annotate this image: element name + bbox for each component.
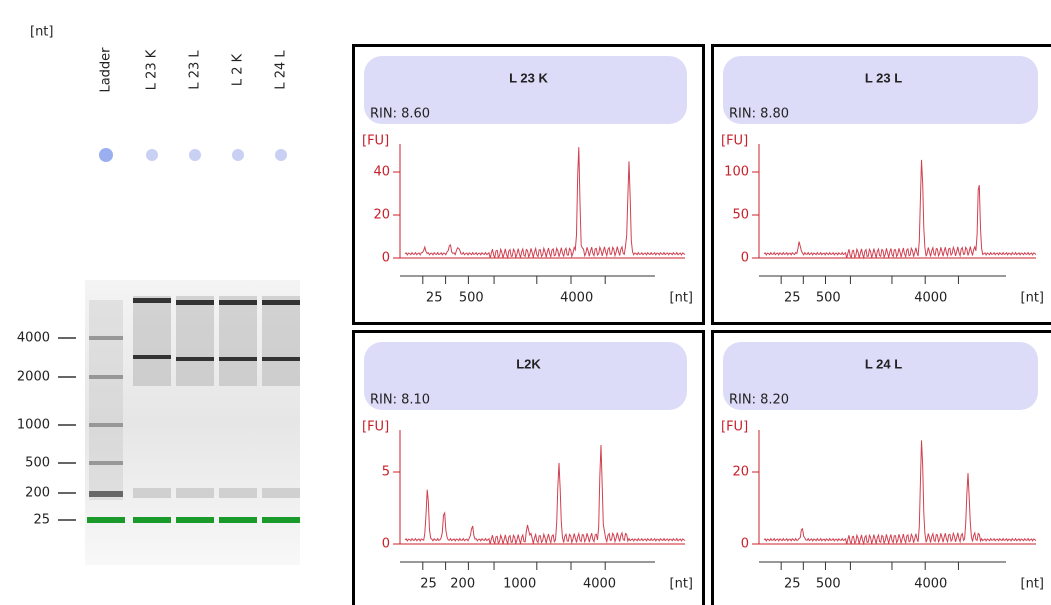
band-28s (176, 300, 214, 305)
lane-band (176, 517, 214, 523)
lane-smear (133, 296, 171, 386)
size-marker: 200 (25, 486, 50, 501)
rin-value: RIN: 8.60 (370, 107, 430, 122)
sample-well (232, 149, 244, 161)
size-marker: 2000 (17, 370, 50, 385)
lane-smear (89, 300, 123, 500)
x-tick-label: 25 (420, 577, 437, 592)
size-marker: 4000 (17, 331, 50, 346)
rin-value: RIN: 8.80 (729, 107, 789, 122)
y-tick-label: 50 (732, 208, 749, 223)
lane-smear (219, 296, 257, 386)
y-tick-label: 0 (741, 537, 749, 552)
y-unit: [FU] (721, 420, 748, 435)
x-tick-label: 25 (426, 291, 443, 306)
size-marker: 500 (25, 456, 50, 471)
lane-label: L 23 K (145, 49, 160, 90)
x-unit: [nt] (1021, 577, 1044, 592)
band-small (219, 488, 257, 498)
x-tick-label: 4000 (914, 291, 947, 306)
y-unit: [FU] (362, 134, 389, 149)
panel-title: L 24 L (865, 356, 902, 371)
sample-well (275, 149, 287, 161)
y-unit: [FU] (362, 420, 389, 435)
y-unit: [FU] (721, 134, 748, 149)
x-tick-label: 200 (450, 577, 475, 592)
band-18s (219, 357, 257, 361)
x-tick-label: 4000 (583, 577, 616, 592)
y-tick-label: 0 (741, 251, 749, 266)
x-tick-label: 4000 (560, 291, 593, 306)
lane-band (219, 517, 257, 523)
sample-well (99, 148, 113, 162)
y-tick-label: 5 (382, 465, 390, 480)
x-unit: [nt] (670, 291, 693, 306)
x-tick-label: 25 (784, 291, 801, 306)
band-small (133, 488, 171, 498)
x-tick-label: 500 (816, 577, 841, 592)
x-tick-label: 1000 (503, 577, 536, 592)
size-marker: 25 (33, 513, 50, 528)
sample-well (189, 149, 201, 161)
panel-title: L 23 L (865, 70, 902, 85)
band-28s (219, 300, 257, 305)
x-tick-label: 500 (459, 291, 484, 306)
y-tick-label: 0 (382, 251, 390, 266)
figure: [nt] LadderL 23 KL 23 LL 2 KL 24 L400020… (0, 0, 1051, 605)
x-unit: [nt] (670, 577, 693, 592)
x-unit: [nt] (1021, 291, 1044, 306)
lane-label: L 24 L (274, 50, 289, 90)
size-marker: 1000 (17, 418, 50, 433)
panel-title: L 23 K (509, 70, 548, 85)
rin-value: RIN: 8.10 (370, 393, 430, 408)
sample-well (146, 149, 158, 161)
y-tick-label: 0 (382, 537, 390, 552)
y-tick-label: 20 (732, 465, 749, 480)
band-small (176, 488, 214, 498)
band-18s (133, 355, 171, 359)
lane-band (133, 517, 171, 523)
band-28s (133, 298, 171, 303)
band-28s (262, 300, 300, 305)
band-18s (262, 357, 300, 361)
x-tick-label: 25 (784, 577, 801, 592)
rin-value: RIN: 8.20 (729, 393, 789, 408)
lane-smear (176, 296, 214, 386)
lane-label: L 23 L (188, 50, 203, 90)
x-tick-label: 500 (816, 291, 841, 306)
lane-label: Ladder (99, 47, 114, 93)
gel-unit: [nt] (30, 25, 53, 40)
lane-band (87, 517, 125, 523)
y-tick-label: 20 (373, 208, 390, 223)
lane-label: L 2 K (231, 53, 246, 86)
x-tick-label: 4000 (914, 577, 947, 592)
band-small (262, 488, 300, 498)
lane-band (262, 517, 300, 523)
y-tick-label: 40 (373, 165, 390, 180)
lane-smear (262, 296, 300, 386)
panel-title: L2K (516, 356, 541, 371)
y-tick-label: 100 (724, 165, 749, 180)
band-18s (176, 357, 214, 361)
